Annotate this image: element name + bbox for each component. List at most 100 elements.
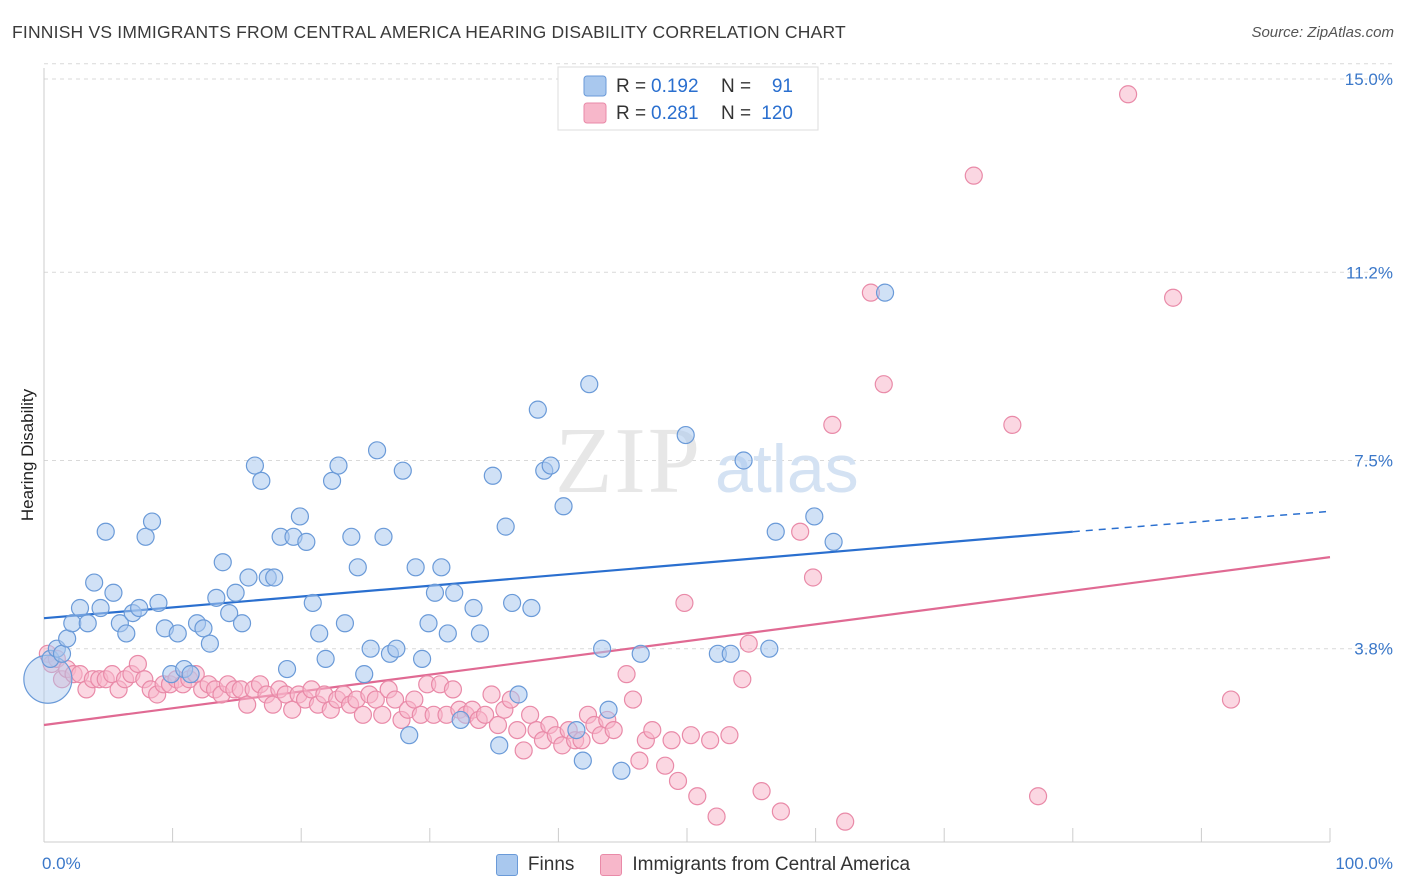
point-immigrants-89 — [604, 720, 623, 740]
point-finns-68 — [483, 466, 502, 485]
point-finns-48 — [342, 527, 361, 546]
point-finns-36 — [265, 568, 284, 587]
point-finns-57 — [400, 726, 419, 745]
point-immigrants-91 — [623, 690, 643, 709]
point-immigrants-50 — [353, 705, 373, 724]
point-finns-31 — [232, 614, 252, 633]
point-finns-29 — [220, 603, 239, 623]
point-immigrants-101 — [701, 731, 720, 750]
point-immigrants-95 — [656, 756, 675, 775]
point-immigrants-108 — [791, 522, 810, 541]
point-finns-60 — [419, 614, 438, 633]
point-finns-30 — [226, 583, 245, 602]
point-immigrants-119 — [1221, 690, 1241, 709]
point-immigrants-15 — [128, 654, 147, 674]
y-axis-title: Hearing Disability — [18, 388, 37, 521]
point-immigrants-100 — [688, 787, 707, 806]
point-immigrants-116 — [1028, 787, 1048, 806]
legend-item-finns: Finns — [495, 854, 575, 876]
point-finns-34 — [252, 471, 271, 490]
point-finns-55 — [387, 639, 406, 658]
point-finns-13 — [117, 624, 136, 643]
point-immigrants-114 — [964, 166, 983, 185]
point-finns-63 — [438, 624, 457, 643]
point-immigrants-109 — [803, 568, 823, 587]
legend-n-value-immigrants: 120 — [761, 103, 793, 124]
legend-label-finns: Finns — [527, 854, 575, 875]
point-finns-7 — [78, 614, 97, 633]
point-finns-80 — [580, 375, 599, 394]
legend-r-value-finns: 0.192 — [651, 76, 699, 97]
trend-line-finns — [43, 530, 1073, 620]
legend-r-value-immigrants: 0.281 — [651, 103, 699, 124]
y-tick-label-3: 15.0% — [1345, 70, 1393, 89]
point-immigrants-74 — [508, 720, 527, 740]
point-finns-50 — [355, 665, 374, 684]
point-finns-32 — [239, 568, 258, 587]
point-finns-91 — [805, 507, 824, 526]
point-finns-38 — [277, 659, 297, 679]
point-finns-74 — [528, 400, 547, 419]
point-finns-51 — [361, 639, 380, 658]
point-immigrants-70 — [482, 685, 501, 704]
point-finns-69 — [490, 736, 509, 755]
point-finns-23 — [181, 665, 200, 684]
point-immigrants-52 — [366, 690, 385, 709]
point-finns-87 — [721, 644, 740, 663]
point-immigrants-111 — [836, 812, 855, 831]
legend-swatch-immigrants — [583, 102, 607, 124]
point-finns-41 — [297, 532, 316, 551]
point-finns-72 — [509, 685, 528, 704]
x-tick-label-1: 100.0% — [1335, 854, 1393, 873]
point-finns-58 — [406, 558, 425, 577]
point-immigrants-64 — [443, 680, 463, 699]
point-immigrants-71 — [488, 715, 508, 735]
legend-n-label-immigrants: N = — [721, 103, 751, 124]
chart-title: FINNISH VS IMMIGRANTS FROM CENTRAL AMERI… — [12, 22, 846, 42]
point-immigrants-92 — [630, 751, 649, 770]
point-immigrants-103 — [720, 726, 739, 745]
point-immigrants-96 — [662, 731, 681, 750]
point-finns-62 — [432, 558, 451, 577]
legend-label-immigrants: Immigrants from Central America — [632, 854, 911, 875]
point-finns-65 — [451, 710, 470, 730]
watermark-zip: ZIP — [555, 409, 702, 513]
point-finns-82 — [599, 700, 618, 719]
point-immigrants-102 — [707, 807, 726, 826]
point-finns-26 — [200, 634, 219, 653]
point-finns-52 — [367, 441, 387, 460]
legend-n-label-finns: N = — [721, 76, 751, 97]
legend-swatch-finns-bottom — [495, 854, 518, 876]
point-immigrants-110 — [823, 415, 842, 434]
point-finns-18 — [149, 593, 168, 613]
point-finns-10 — [96, 522, 115, 541]
point-immigrants-75 — [514, 741, 533, 760]
point-immigrants-53 — [373, 705, 392, 724]
point-finns-84 — [631, 644, 650, 663]
point-immigrants-106 — [752, 782, 771, 801]
watermark-atlas: atlas — [715, 431, 859, 507]
point-finns-71 — [503, 593, 522, 613]
point-finns-42 — [303, 593, 322, 613]
point-immigrants-36 — [263, 695, 283, 714]
legend-n-value-finns: 91 — [772, 76, 793, 97]
trend-line-immigrants — [43, 556, 1331, 727]
point-finns-64 — [445, 583, 464, 602]
y-tick-label-0: 3.8% — [1354, 640, 1393, 659]
legend-swatch-finns — [583, 75, 607, 97]
point-finns-76 — [541, 456, 560, 475]
point-finns-67 — [470, 624, 490, 643]
axes — [43, 68, 1331, 843]
point-immigrants-104 — [733, 670, 752, 689]
point-immigrants-117 — [1118, 85, 1138, 104]
point-finns-15 — [130, 598, 149, 618]
point-finns-47 — [335, 614, 355, 633]
point-finns-79 — [573, 751, 592, 770]
legend-r-label-finns: R = — [616, 76, 646, 97]
trend-line-finns-extension — [1072, 510, 1331, 533]
point-finns-83 — [612, 761, 631, 780]
legend-r-label-immigrants: R = — [616, 103, 646, 124]
point-immigrants-118 — [1164, 288, 1183, 307]
point-finns-21 — [168, 624, 187, 643]
